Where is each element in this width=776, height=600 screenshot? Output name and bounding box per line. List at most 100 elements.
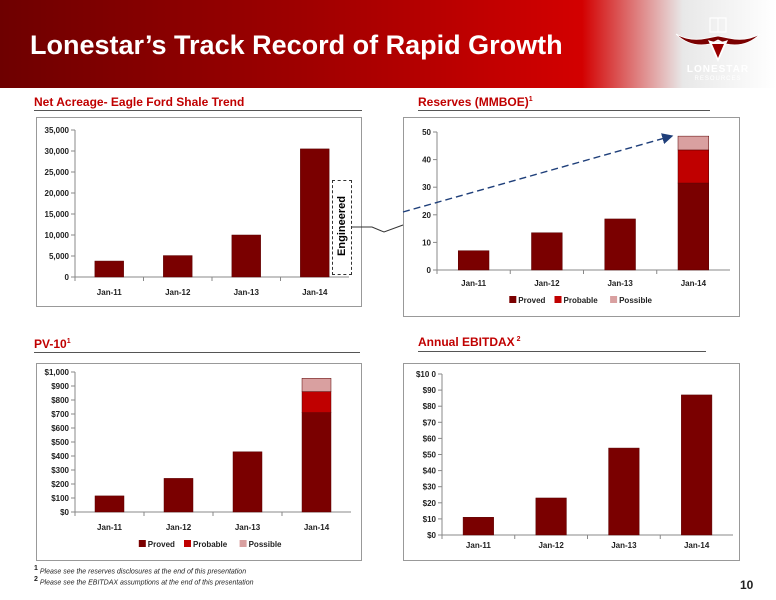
y-tick-label: $1,000 (45, 368, 70, 377)
x-tick-label: Jan-13 (611, 541, 637, 550)
bar-proved-jan-11 (457, 250, 490, 271)
legend-label-probable: Probable (193, 540, 228, 549)
y-tick-label: $400 (51, 452, 69, 461)
ebitdax-section-rule (418, 351, 706, 352)
reserves-section-title: Reserves (MMBOE)1 (418, 95, 533, 109)
acreage-section-rule (34, 110, 362, 111)
y-tick-label: 20 (422, 211, 431, 220)
footnote-2: 2 Please see the EBITDAX assumptions at … (34, 576, 254, 587)
y-tick-label: 50 (422, 128, 431, 137)
y-tick-label: $900 (51, 382, 69, 391)
page-number: 10 (740, 578, 754, 592)
bar-value-jan-12 (535, 497, 567, 536)
bar-proved-jan-11 (94, 495, 125, 513)
y-tick-label: $50 (423, 451, 437, 460)
ebitdax-chart-svg: $0 $10 $20 $30 $40 $50 $60 $70 $80 $90 $10 0 Jan-11… (416, 370, 733, 550)
x-tick-label: Jan-11 (466, 541, 491, 550)
y-tick-label: $100 (51, 494, 69, 503)
legend-swatch-possible (610, 296, 618, 303)
pv10-chart: $0 $100 $200 $300 $400 $500 $600 $700 $800 $900 $1… (36, 363, 362, 561)
y-tick-label: $0 (427, 531, 436, 540)
bar-proved-jan-13 (232, 451, 263, 513)
y-tick-label: $40 (423, 467, 437, 476)
logo-subtitle: RESOURCES (694, 76, 742, 82)
pv10-chart-svg: $0 $100 $200 $300 $400 $500 $600 $700 $800 $900 $1… (45, 368, 351, 549)
reserves-section-rule (418, 110, 710, 111)
y-tick-label: 10 (422, 238, 431, 247)
y-tick-label: $10 0 (416, 370, 437, 379)
bar-value-jan-12 (163, 255, 193, 278)
x-tick-label: Jan-14 (684, 541, 710, 550)
logo-wordmark: LONESTAR (686, 64, 750, 75)
y-tick-label: 5,000 (49, 252, 70, 261)
bar-probable-jan-14 (677, 149, 710, 184)
acreage-chart: 0 5,000 10,000 15,000 20,000 25,000 30,000 35,0… (36, 117, 362, 307)
x-tick-label: Jan-13 (234, 288, 260, 297)
bar-value-jan-11 (94, 260, 124, 278)
y-tick-label: $60 (423, 434, 437, 443)
legend-label-possible: Possible (249, 540, 282, 549)
legend-label-probable: Probable (564, 296, 599, 305)
legend-label-proved: Proved (148, 540, 175, 549)
y-tick-label: $70 (423, 418, 437, 427)
x-tick-label: Jan-13 (235, 523, 261, 532)
y-tick-label: 0 (427, 266, 432, 275)
y-tick-label: $20 (423, 499, 437, 508)
x-tick-label: Jan-12 (165, 288, 191, 297)
legend-swatch-proved (138, 540, 146, 547)
bar-proved-jan-12 (163, 478, 194, 513)
y-tick-label: $500 (51, 438, 69, 447)
footnote-1: 1 Please see the reserves disclosures at… (34, 565, 247, 576)
x-tick-label: Jan-14 (681, 279, 707, 288)
ebitdax-chart: $0 $10 $20 $30 $40 $50 $60 $70 $80 $90 $10 0 Jan-11… (403, 363, 740, 561)
reserves-chart-svg: 0 10 20 30 40 50 Jan-11 Jan-12 Jan-13 Jan-14 Prove… (422, 128, 730, 305)
y-tick-label: 40 (422, 156, 431, 165)
y-tick-label: $10 (423, 515, 437, 524)
bar-value-jan-14 (681, 394, 713, 536)
legend-label-possible: Possible (619, 296, 652, 305)
y-tick-label: 30,000 (45, 147, 70, 156)
legend-swatch-proved (509, 296, 517, 303)
acreage-section-title: Net Acreage- Eagle Ford Shale Trend (34, 95, 245, 109)
y-tick-label: 35,000 (45, 126, 70, 135)
x-tick-label: Jan-13 (607, 279, 633, 288)
x-tick-label: Jan-14 (304, 523, 330, 532)
longhorn-icon (675, 17, 761, 62)
bar-value-jan-11 (462, 517, 494, 536)
y-tick-label: 15,000 (45, 210, 70, 219)
y-tick-label: $0 (60, 508, 69, 517)
bar-value-jan-13 (608, 447, 640, 536)
y-tick-label: 0 (65, 273, 70, 282)
x-tick-label: Jan-11 (461, 279, 486, 288)
header-banner: Lonestar’s Track Record of Rapid Growth … (0, 0, 776, 88)
bar-proved-jan-12 (531, 232, 563, 271)
y-tick-label: $30 (423, 483, 437, 492)
y-tick-label: $90 (423, 386, 437, 395)
bar-proved-jan-14 (301, 412, 332, 513)
legend-swatch-possible (239, 540, 247, 547)
y-tick-label: $600 (51, 424, 69, 433)
y-tick-label: 25,000 (45, 168, 70, 177)
bar-proved-jan-13 (604, 218, 636, 271)
acreage-chart-svg: 0 5,000 10,000 15,000 20,000 25,000 30,000 35,0… (45, 126, 349, 297)
bar-proved-jan-14 (677, 182, 710, 271)
pv10-section-title: PV-101 (34, 337, 71, 351)
engineered-label: Engineered (336, 196, 348, 256)
page-title: Lonestar’s Track Record of Rapid Growth (30, 30, 563, 60)
bar-value-jan-13 (231, 234, 261, 278)
y-tick-label: $200 (51, 480, 69, 489)
x-tick-label: Jan-11 (97, 288, 122, 297)
legend-swatch-probable (554, 296, 562, 303)
bar-value-jan-14 (300, 148, 330, 278)
company-logo: LONESTAR RESOURCES (670, 14, 766, 84)
reserves-chart: 0 10 20 30 40 50 Jan-11 Jan-12 Jan-13 Jan-14 Prove… (403, 117, 740, 317)
pv10-section-rule (34, 352, 360, 353)
y-tick-label: 10,000 (45, 231, 70, 240)
y-tick-label: $700 (51, 410, 69, 419)
x-tick-label: Jan-11 (97, 523, 122, 532)
y-tick-label: 30 (422, 183, 431, 192)
legend-label-proved: Proved (518, 296, 545, 305)
bar-possible-jan-14 (301, 378, 332, 392)
bar-probable-jan-14 (301, 391, 332, 413)
x-tick-label: Jan-12 (534, 279, 560, 288)
